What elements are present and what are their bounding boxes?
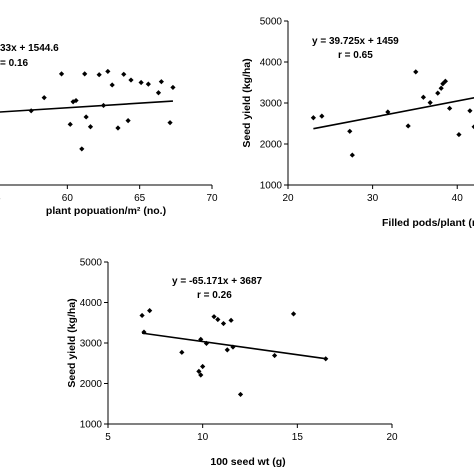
data-point: [220, 320, 227, 327]
data-point: [79, 146, 85, 152]
data-point: [158, 79, 164, 85]
r-value-label: r = 0.26: [197, 290, 232, 301]
y-tick-label: 2000: [260, 140, 283, 151]
data-point: [347, 128, 353, 134]
data-point: [435, 90, 441, 96]
x-tick-label: 60: [62, 193, 74, 204]
data-points: [139, 308, 329, 398]
y-tick-label: 1000: [80, 420, 103, 431]
data-point: [41, 95, 47, 101]
chart-seed-weight: 5 10 15 20 1000 2000 3000 4000 5000 y = -65.171x…: [66, 258, 398, 469]
data-point: [420, 94, 426, 100]
trendline: [141, 332, 326, 360]
x-tick-label: 15: [292, 432, 304, 443]
data-point: [82, 71, 88, 77]
data-point: [73, 97, 79, 104]
data-point: [179, 349, 185, 355]
r-value-label: r = 0.65: [338, 50, 373, 61]
y-tick-label: 4000: [260, 58, 283, 69]
equation-label: y = 39.725x + 1459: [312, 36, 399, 47]
data-point: [456, 131, 462, 138]
y-axis-label: Seed yield (kg/ha): [66, 298, 78, 387]
data-point: [139, 312, 145, 319]
data-point: [58, 71, 65, 77]
data-point: [467, 108, 473, 114]
data-point: [237, 391, 244, 398]
data-point: [228, 317, 234, 323]
x-tick-label: 20: [282, 193, 294, 204]
data-point: [211, 314, 217, 320]
data-point: [272, 352, 278, 359]
y-tick-label: 4000: [80, 298, 103, 309]
y-tick-label: 3000: [260, 99, 283, 110]
data-point: [200, 363, 206, 370]
data-point: [196, 368, 202, 374]
data-point: [427, 99, 433, 106]
equation-label: y = -65.171x + 3687: [172, 276, 263, 287]
data-point: [310, 115, 316, 121]
x-tick-label: 40: [452, 193, 464, 204]
data-point: [155, 90, 162, 96]
chart-filled-pods: 20 30 40 1000 2000 3000 4000 5000 y = 39.725x +…: [241, 17, 474, 229]
data-point: [224, 347, 230, 353]
data-point: [125, 118, 131, 124]
data-point: [145, 81, 151, 87]
x-tick-label: 20: [386, 432, 398, 443]
trendline: [0, 100, 173, 113]
data-point: [115, 125, 121, 131]
y-tick-label: 5000: [260, 17, 283, 28]
data-point: [215, 316, 221, 323]
x-ticks: 55 60 65 70: [0, 185, 218, 204]
data-point: [442, 78, 448, 84]
data-point: [170, 84, 176, 91]
x-tick-label: 10: [197, 432, 209, 443]
data-point: [447, 105, 453, 111]
x-axis-label: Filled pods/plant (no: [382, 217, 474, 229]
data-point: [198, 372, 204, 378]
data-point: [290, 311, 297, 317]
data-point: [440, 81, 446, 87]
data-point: [96, 72, 102, 78]
x-tick-label: 70: [206, 193, 218, 204]
equation-label: 33x + 1544.6: [0, 43, 59, 54]
data-point: [147, 308, 153, 314]
data-points: [310, 69, 474, 158]
data-point: [128, 77, 134, 83]
y-tick-label: 5000: [80, 258, 103, 269]
y-tick-label: 1000: [260, 181, 283, 192]
x-axis-label: plant popuation/m² (no.): [46, 205, 166, 217]
data-point: [138, 79, 144, 86]
data-point: [319, 113, 325, 119]
trendline: [313, 96, 474, 130]
data-point: [471, 124, 474, 130]
data-point: [405, 123, 411, 129]
data-point: [438, 85, 444, 91]
data-point: [167, 120, 173, 126]
data-point: [83, 114, 89, 120]
x-tick-label: 55: [0, 193, 1, 204]
data-point: [105, 68, 111, 75]
y-tick-label: 3000: [80, 339, 103, 350]
data-point: [67, 121, 73, 127]
data-point: [349, 152, 355, 158]
data-point: [203, 340, 210, 347]
x-tick-label: 30: [367, 193, 379, 204]
y-tick-label: 2000: [80, 379, 103, 390]
axis-ticks: 20 30 40 1000 2000 3000 4000 5000: [260, 17, 463, 205]
axis-ticks: 5 10 15 20 1000 2000 3000 4000 5000: [80, 258, 398, 444]
chart-plant-population: 55 60 65 70 33x + 1544.6 = 0.16 plant popua…: [0, 43, 218, 217]
x-tick-label: 5: [105, 432, 111, 443]
x-tick-label: 65: [134, 193, 146, 204]
x-axis-label: 100 seed wt (g): [210, 456, 285, 468]
r-value-label: = 0.16: [0, 58, 29, 69]
data-point: [121, 71, 127, 77]
data-point: [385, 109, 391, 115]
data-points: [28, 68, 176, 152]
data-point: [109, 82, 115, 88]
data-point: [413, 69, 419, 75]
data-point: [323, 356, 329, 362]
data-point: [87, 124, 94, 130]
y-axis-label: Seed yield (kg/ha): [241, 58, 253, 147]
